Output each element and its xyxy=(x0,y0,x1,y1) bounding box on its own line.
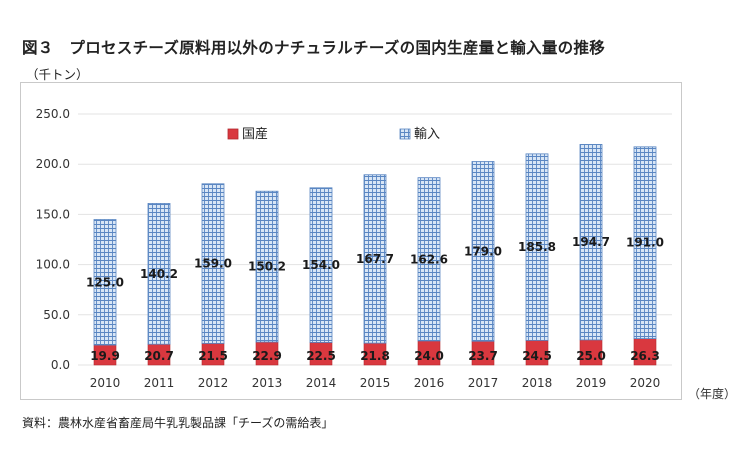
y-tick-label: 50.0 xyxy=(43,308,70,322)
data-label-import: 159.0 xyxy=(194,257,232,271)
x-tick-label: 2019 xyxy=(576,376,607,390)
bar-import xyxy=(147,203,171,345)
data-label-import: 150.2 xyxy=(248,260,286,274)
data-label-import: 185.8 xyxy=(518,240,556,254)
bar-import xyxy=(309,187,333,343)
x-tick-label: 2012 xyxy=(198,376,229,390)
x-tick-label: 2011 xyxy=(144,376,175,390)
data-label-domestic: 20.7 xyxy=(144,349,174,363)
bar-import xyxy=(525,153,549,341)
data-labels: 19.9 125.0 20.7 140.2 21.5 159.0 22.9 150.2 22.5… xyxy=(86,235,664,363)
legend-import-label: 輸入 xyxy=(414,127,440,142)
y-tick-label: 0.0 xyxy=(51,358,70,372)
data-label-domestic: 23.7 xyxy=(468,349,498,363)
bar-import xyxy=(417,177,441,342)
data-label-import: 179.0 xyxy=(464,244,502,258)
data-label-import: 167.7 xyxy=(356,252,394,266)
legend-import-swatch xyxy=(399,128,411,140)
data-label-domestic: 22.9 xyxy=(252,349,282,363)
data-label-import: 194.7 xyxy=(572,235,610,249)
data-label-domestic: 24.0 xyxy=(414,349,444,363)
bar-import xyxy=(255,190,279,343)
data-label-domestic: 22.5 xyxy=(306,349,336,363)
y-unit-label: （千トン） xyxy=(26,67,89,82)
legend: 国産 輸入 xyxy=(227,126,440,142)
data-label-import: 125.0 xyxy=(86,275,124,289)
bar-import xyxy=(93,219,117,346)
data-label-domestic: 21.8 xyxy=(360,349,390,363)
chart-frame xyxy=(20,82,682,400)
data-label-domestic: 24.5 xyxy=(522,349,552,363)
bar-import xyxy=(471,161,495,342)
data-label-import: 154.0 xyxy=(302,258,340,272)
x-tick-label: 2013 xyxy=(252,376,283,390)
bar-import xyxy=(363,174,387,344)
chart-title: 図３ プロセスチーズ原料用以外のナチュラルチーズの国内生産量と輸入量の推移 xyxy=(22,39,606,57)
x-tick-label: 2020 xyxy=(630,376,661,390)
data-label-domestic: 19.9 xyxy=(90,349,120,363)
x-tick-label: 2014 xyxy=(306,376,337,390)
y-tick-label: 250.0 xyxy=(36,107,70,121)
data-label-import: 162.6 xyxy=(410,252,448,266)
legend-domestic-swatch xyxy=(227,128,239,140)
data-label-domestic: 21.5 xyxy=(198,349,228,363)
x-tick-label: 2017 xyxy=(468,376,499,390)
x-tick-label: 2016 xyxy=(414,376,445,390)
bar-import xyxy=(633,146,657,339)
x-unit-label: （年度） xyxy=(688,386,736,401)
bars xyxy=(93,144,657,366)
y-tick-label: 200.0 xyxy=(36,157,70,171)
y-tick-label: 100.0 xyxy=(36,258,70,272)
legend-domestic-label: 国産 xyxy=(242,126,268,142)
y-axis-ticks: 0.0 50.0 100.0 150.0 200.0 250.0 xyxy=(36,107,70,372)
data-label-import: 191.0 xyxy=(626,236,664,250)
x-tick-label: 2018 xyxy=(522,376,553,390)
y-tick-label: 150.0 xyxy=(36,207,70,221)
bar-import xyxy=(579,144,603,341)
bar-import xyxy=(201,183,225,344)
x-tick-label: 2010 xyxy=(90,376,121,390)
x-axis-ticks: 2010 2011 2012 2013 2014 2015 2016 2017 2018 2019… xyxy=(90,376,661,390)
source-note: 資料：農林水産省畜産局牛乳乳製品課「チーズの需給表」 xyxy=(22,416,334,430)
data-label-domestic: 26.3 xyxy=(630,349,660,363)
data-label-import: 140.2 xyxy=(140,267,178,281)
x-tick-label: 2015 xyxy=(360,376,391,390)
data-label-domestic: 25.0 xyxy=(576,349,606,363)
